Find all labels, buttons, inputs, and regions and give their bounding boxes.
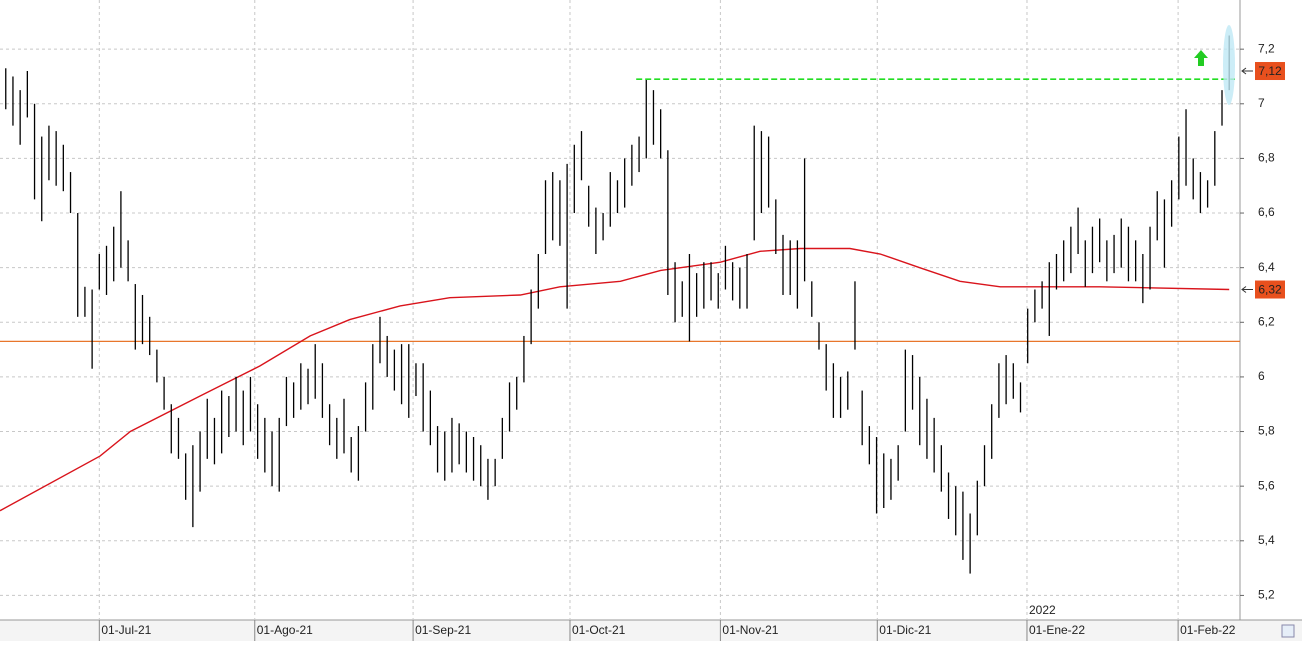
y-tick-label: 5,8 bbox=[1258, 424, 1275, 438]
y-tick-label: 6,2 bbox=[1258, 314, 1275, 328]
x-axis-band bbox=[0, 620, 1302, 641]
y-tick-label: 6 bbox=[1258, 369, 1265, 383]
y-tick-label: 5,6 bbox=[1258, 478, 1275, 492]
x-tick-label: 01-Sep-21 bbox=[415, 623, 471, 637]
y-tick-label: 5,2 bbox=[1258, 588, 1275, 602]
moving-average bbox=[0, 247, 1230, 512]
marks bbox=[0, 35, 1240, 574]
x-tick-label: 01-Dic-21 bbox=[879, 623, 931, 637]
grid bbox=[0, 0, 1244, 641]
year-label: 2022 bbox=[1029, 603, 1056, 617]
price-tag-label: 6,32 bbox=[1258, 283, 1282, 297]
x-tick-label: 01-Feb-22 bbox=[1180, 623, 1236, 637]
y-tick-label: 7,2 bbox=[1258, 41, 1275, 55]
price-tag-label: 7,12 bbox=[1258, 64, 1282, 78]
price-tag bbox=[1255, 280, 1285, 299]
price-tag-pointer bbox=[1241, 286, 1253, 293]
price-tag-pointer bbox=[1241, 67, 1253, 75]
y-tick-label: 7 bbox=[1258, 96, 1265, 110]
corner-icon bbox=[1281, 624, 1295, 638]
x-tick-label: 01-Ago-21 bbox=[257, 623, 313, 637]
y-tick-label: 6,8 bbox=[1258, 151, 1275, 165]
x-tick-label: 01-Jul-21 bbox=[101, 623, 151, 637]
y-tick-label: 5,4 bbox=[1258, 533, 1275, 547]
highlight bbox=[1223, 25, 1235, 105]
y-tick-label: 6,4 bbox=[1258, 260, 1275, 274]
x-tick-label: 01-Oct-21 bbox=[572, 623, 626, 637]
x-tick-label: 01-Ene-22 bbox=[1029, 623, 1085, 637]
x-tick-label: 01-Nov-21 bbox=[722, 623, 778, 637]
up-arrow bbox=[1194, 50, 1208, 66]
price-tag bbox=[1255, 62, 1285, 81]
y-tick-label: 6,6 bbox=[1258, 205, 1275, 219]
